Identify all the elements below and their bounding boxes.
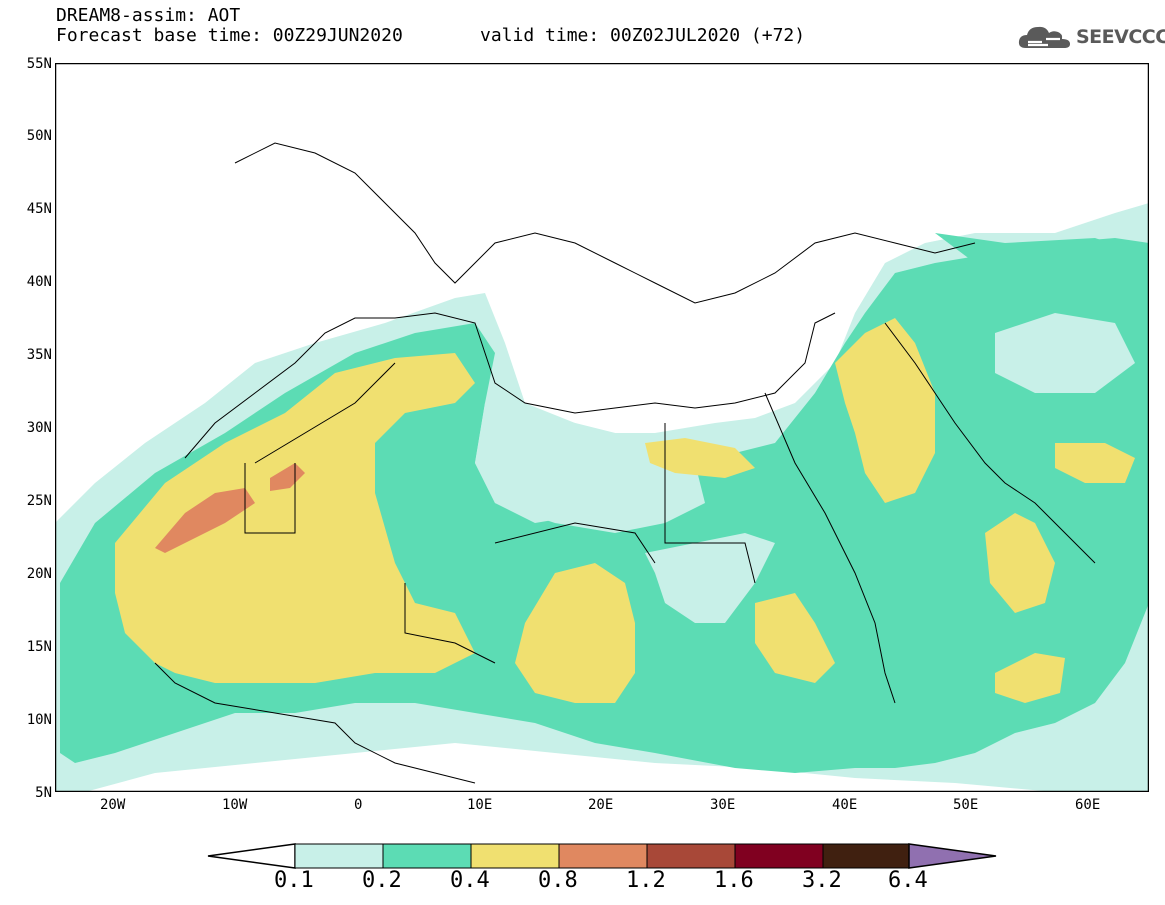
colorbar-label-1.6: 1.6 <box>714 868 754 893</box>
colorbar-label-0.4: 0.4 <box>450 868 490 893</box>
lat-label-55n: 55N <box>26 56 52 72</box>
colorbar-bin-0.4 <box>470 843 560 869</box>
colorbar-bin-0.2 <box>382 843 472 869</box>
cloud-icon <box>1018 26 1070 48</box>
lon-label-0: 0 <box>354 797 363 813</box>
lat-label-35n: 35N <box>26 347 52 363</box>
colorbar-label-0.2: 0.2 <box>362 868 402 893</box>
lon-label-20w: 20W <box>100 797 126 813</box>
colorbar-label-0.8: 0.8 <box>538 868 578 893</box>
colorbar-label-3.2: 3.2 <box>802 868 842 893</box>
colorbar-label-0.1: 0.1 <box>274 868 314 893</box>
colorbar-bin-1.2 <box>646 843 736 869</box>
colorbar-label-6.4: 6.4 <box>888 868 928 893</box>
map-title: DREAM8-assim: AOT <box>56 5 241 26</box>
lat-label-25n: 25N <box>26 493 52 509</box>
colorbar-bin-1.6 <box>734 843 824 869</box>
lat-label-40n: 40N <box>26 274 52 290</box>
colorbar-bin-0.1 <box>294 843 384 869</box>
lon-label-10w: 10W <box>222 797 248 813</box>
lon-label-20e: 20E <box>588 797 614 813</box>
lon-label-60e: 60E <box>1075 797 1101 813</box>
lon-label-30e: 30E <box>710 797 736 813</box>
colorbar-over-arrow <box>908 843 997 869</box>
lon-label-10e: 10E <box>467 797 493 813</box>
coastlines <box>154 142 1096 784</box>
colorbar-under-arrow <box>207 843 296 869</box>
aot-map <box>55 63 1149 792</box>
forecast-base-time: Forecast base time: 00Z29JUN2020 <box>56 25 403 46</box>
logo-text: SEEVCCC <box>1076 26 1165 48</box>
lat-label-15n: 15N <box>26 639 52 655</box>
aot-region-0.8 <box>155 463 305 553</box>
colorbar-bin-3.2 <box>822 843 910 869</box>
valid-time: valid time: 00Z02JUL2020 (+72) <box>480 25 806 46</box>
colorbar <box>207 843 997 869</box>
lat-label-10n: 10N <box>26 712 52 728</box>
lat-label-30n: 30N <box>26 420 52 436</box>
lat-label-45n: 45N <box>26 201 52 217</box>
lon-label-50e: 50E <box>953 797 979 813</box>
lon-label-40e: 40E <box>832 797 858 813</box>
colorbar-label-1.2: 1.2 <box>626 868 666 893</box>
seevccc-logo: SEEVCCC <box>1018 22 1165 52</box>
lat-label-5n: 5N <box>35 785 52 801</box>
lat-label-20n: 20N <box>26 566 52 582</box>
colorbar-bin-0.8 <box>558 843 648 869</box>
aot-region-0.1-corridor <box>475 313 1135 623</box>
lat-label-50n: 50N <box>26 128 52 144</box>
